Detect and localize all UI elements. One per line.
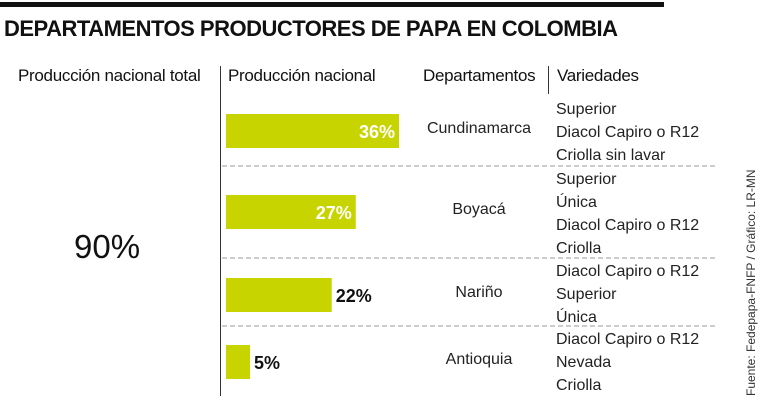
- varieties-list: Diacol Capiro o R12 Superior Única: [556, 260, 699, 329]
- variety-item: Superior: [556, 171, 617, 188]
- variety-item: Diacol Capiro o R12: [556, 331, 700, 348]
- bar-value-label: 36%: [359, 122, 395, 142]
- variety-item: Única: [556, 194, 597, 211]
- bar-value-label: 22%: [336, 286, 372, 306]
- bar-antioquia: [226, 345, 251, 379]
- column-divider: [220, 66, 221, 396]
- variety-item: Superior: [556, 286, 617, 303]
- varieties-list: Superior Diacol Capiro o R12 Criolla sin l…: [556, 98, 699, 167]
- varieties-list: Diacol Capiro o R12 Nevada Criolla: [556, 328, 699, 397]
- variety-item: Superior: [556, 101, 617, 118]
- top-rule: [0, 2, 664, 7]
- variety-item: Única: [556, 309, 597, 326]
- variety-item: Diacol Capiro o R12: [556, 124, 700, 141]
- variety-item: Diacol Capiro o R12: [556, 263, 700, 280]
- header-varieties: Variedades: [557, 66, 639, 85]
- header-production: Producción nacional: [228, 66, 376, 85]
- header-divider: [548, 66, 549, 94]
- header-total: Producción nacional total: [18, 66, 201, 85]
- source-credit: Fuente: Fedepapa-FNFP / Gráfico: LR-MN: [744, 169, 758, 396]
- department-name: Antioquia: [445, 351, 513, 368]
- varieties-list: Superior Única Diacol Capiro o R12 Criolla: [556, 168, 699, 260]
- variety-item: Criolla sin lavar: [556, 147, 666, 164]
- variety-item: Diacol Capiro o R12: [556, 217, 700, 234]
- variety-item: Nevada: [556, 354, 612, 371]
- department-name: Cundinamarca: [426, 120, 532, 137]
- department-name: Boyacá: [452, 201, 506, 218]
- chart-title: DEPARTAMENTOS PRODUCTORES DE PAPA EN COL…: [4, 16, 618, 41]
- bar-value-label: 27%: [316, 203, 352, 223]
- bar-cundinamarca: [226, 114, 399, 148]
- bar-nariño: [226, 278, 332, 312]
- department-name: Nariño: [455, 284, 503, 301]
- header-departments: Departamentos: [423, 66, 536, 85]
- total-value: 90%: [74, 228, 141, 265]
- bar-value-label: 5%: [254, 353, 280, 373]
- variety-item: Criolla: [556, 240, 602, 257]
- variety-item: Criolla: [556, 377, 602, 394]
- bar-boyacá: [226, 195, 356, 229]
